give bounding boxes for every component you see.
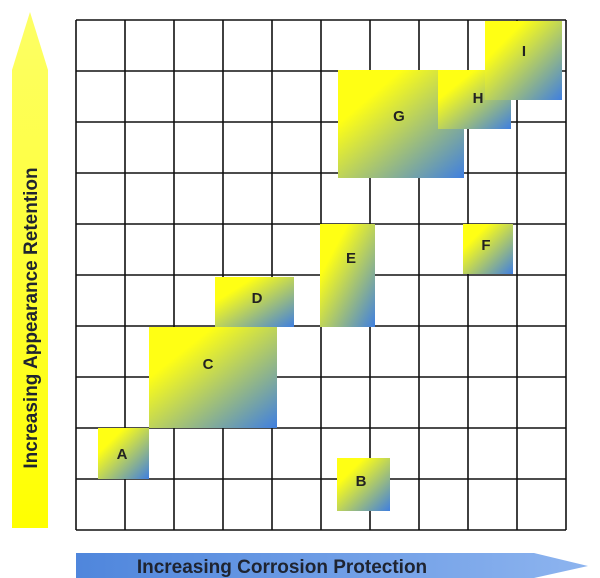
y-axis-label: Increasing Appearance Retention xyxy=(21,167,42,468)
box-f-shape xyxy=(463,224,513,274)
box-b-shape xyxy=(337,458,390,511)
box-c-shape xyxy=(149,327,277,428)
x-axis-label: Increasing Corrosion Protection xyxy=(137,557,427,578)
box-i: I xyxy=(485,21,562,100)
x-axis-arrow: Increasing Corrosion Protection xyxy=(76,553,588,578)
box-c-label: C xyxy=(203,356,214,373)
box-d-shape xyxy=(215,277,294,327)
box-g-label: G xyxy=(393,108,405,125)
box-a-shape xyxy=(98,428,149,479)
box-b: B xyxy=(337,458,390,511)
y-axis-arrow: Increasing Appearance Retention xyxy=(12,12,48,528)
x-axis-arrow-shape xyxy=(76,553,588,578)
box-e-shape xyxy=(320,224,375,327)
box-i-shape xyxy=(485,21,562,100)
box-h-label: H xyxy=(473,90,484,107)
y-axis-arrow-shape xyxy=(12,12,48,528)
box-layer: A B C D E F G H xyxy=(98,21,562,511)
box-e: E xyxy=(320,224,375,327)
box-e-label: E xyxy=(346,250,356,267)
box-a-label: A xyxy=(117,446,128,463)
box-c: C xyxy=(149,327,277,428)
box-f-label: F xyxy=(481,237,490,254)
box-a: A xyxy=(98,428,149,479)
box-b-label: B xyxy=(356,473,367,490)
box-f: F xyxy=(463,224,513,274)
box-d-label: D xyxy=(252,290,263,307)
box-d: D xyxy=(215,277,294,327)
box-i-label: I xyxy=(522,43,526,60)
